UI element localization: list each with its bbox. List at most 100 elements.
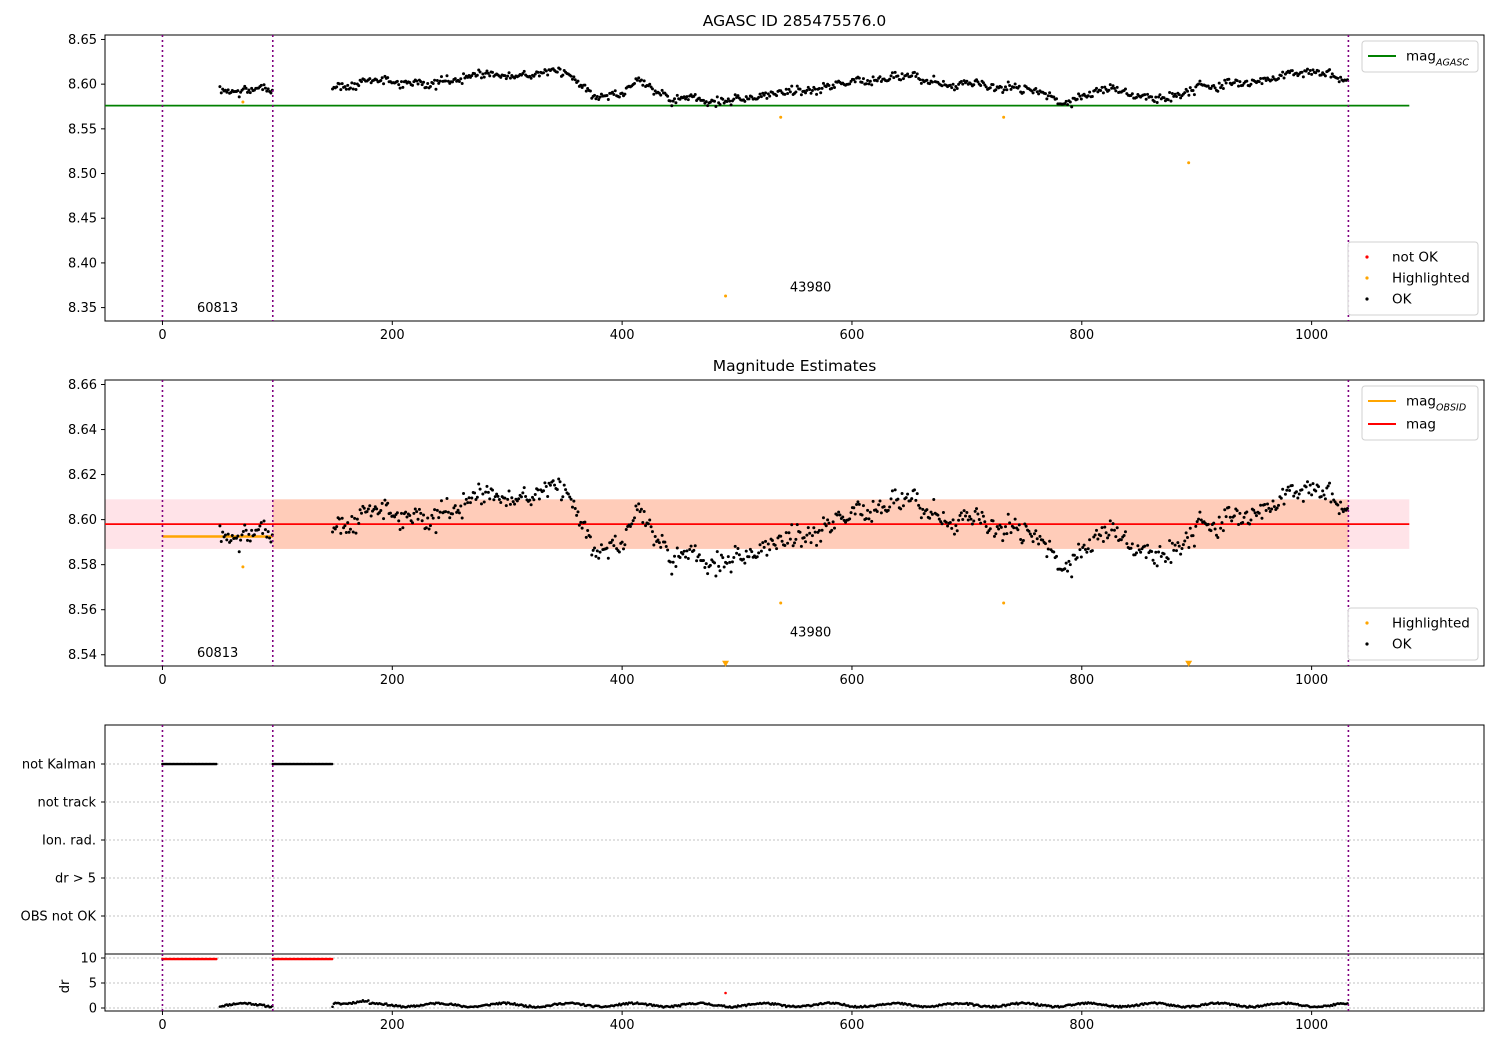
ok-point — [504, 77, 508, 81]
ok-point — [219, 540, 223, 544]
ok-point — [486, 490, 490, 494]
ok-point — [660, 88, 664, 92]
ok-point — [1270, 78, 1274, 82]
ok-point — [1143, 93, 1147, 97]
ok-point — [918, 506, 922, 510]
y-tick-label: 10 — [80, 952, 97, 967]
ok-point — [1108, 519, 1112, 523]
ok-point — [635, 78, 639, 82]
ok-point — [377, 511, 381, 515]
ok-point — [729, 103, 733, 107]
ok-point — [795, 523, 799, 527]
ok-point — [1235, 509, 1239, 513]
ok-point — [1125, 542, 1129, 546]
ok-point — [1177, 93, 1181, 97]
ok-point — [482, 500, 486, 504]
y-tick-label: 0 — [89, 1002, 97, 1017]
ok-point — [599, 543, 603, 547]
ok-point — [445, 497, 449, 501]
ok-point — [357, 521, 361, 525]
ok-point — [1150, 550, 1154, 554]
ok-point — [793, 541, 796, 545]
ok-point — [597, 97, 601, 101]
x-tick-label: 600 — [840, 328, 865, 343]
ok-point — [1152, 561, 1156, 565]
legend-label: OK — [1392, 637, 1413, 653]
ok-point — [968, 515, 972, 519]
y-tick-label: 8.45 — [68, 212, 97, 227]
ok-point — [786, 541, 790, 545]
ok-point — [569, 497, 573, 501]
ok-point — [463, 502, 467, 506]
ok-point — [576, 510, 580, 514]
ok-point — [380, 76, 384, 80]
ok-point — [1230, 519, 1234, 523]
ok-point — [348, 86, 352, 90]
ok-point — [468, 501, 472, 505]
ok-point — [398, 528, 402, 532]
ok-point — [1220, 521, 1224, 525]
ok-point — [355, 517, 359, 521]
ok-point — [1186, 89, 1190, 93]
ok-point — [1172, 548, 1176, 552]
ok-point — [382, 82, 386, 86]
ok-point — [868, 510, 872, 514]
ok-point — [347, 530, 351, 534]
ok-point — [479, 502, 483, 506]
ok-point — [431, 516, 435, 520]
ok-point — [1157, 550, 1161, 554]
ok-point — [393, 515, 397, 519]
ok-point — [623, 543, 627, 547]
ok-point — [659, 93, 663, 97]
ok-point — [1264, 79, 1268, 83]
ok-point — [1241, 521, 1245, 525]
ok-point — [544, 484, 548, 488]
ok-point — [830, 86, 834, 90]
ok-point — [612, 544, 616, 548]
ok-point — [888, 77, 892, 81]
ok-point — [404, 510, 408, 514]
ok-point — [481, 72, 485, 76]
x-tick-label: 0 — [158, 673, 166, 688]
ok-point — [234, 536, 238, 540]
ok-point — [1001, 539, 1005, 543]
ok-point — [664, 545, 668, 549]
ok-point — [1048, 91, 1052, 95]
ok-point — [764, 91, 768, 95]
obsid-label: 43980 — [790, 626, 831, 641]
ok-point — [733, 93, 737, 97]
ok-point — [1336, 503, 1340, 507]
ok-point — [633, 81, 637, 85]
ok-point — [1339, 500, 1343, 504]
ok-point — [994, 88, 998, 92]
ok-point — [1319, 73, 1323, 77]
ok-point — [572, 75, 576, 79]
ok-point — [637, 502, 641, 506]
ok-point — [1006, 80, 1010, 84]
ok-point — [1077, 92, 1081, 96]
ok-point — [499, 501, 503, 505]
x-tick-label: 800 — [1069, 328, 1094, 343]
ok-point — [1064, 99, 1068, 103]
ok-point — [1012, 85, 1016, 89]
ok-point — [652, 543, 656, 547]
dr-outlier-point — [724, 991, 727, 995]
ok-point — [623, 92, 627, 96]
ok-point — [1301, 499, 1305, 503]
ok-point — [906, 72, 910, 76]
ok-point — [788, 90, 792, 94]
highlighted-point — [241, 100, 245, 104]
ok-point — [1151, 558, 1155, 562]
ok-point — [553, 483, 557, 487]
ok-point — [386, 76, 390, 80]
ok-point — [613, 89, 617, 93]
ok-point — [438, 510, 442, 514]
ok-point — [1081, 546, 1085, 550]
ok-point — [940, 84, 944, 88]
ok-point — [420, 519, 424, 523]
ok-point — [513, 502, 517, 506]
ok-point — [757, 95, 761, 99]
ok-point — [783, 543, 787, 547]
ok-point — [879, 79, 883, 83]
y-tick-label: 8.55 — [68, 122, 97, 137]
